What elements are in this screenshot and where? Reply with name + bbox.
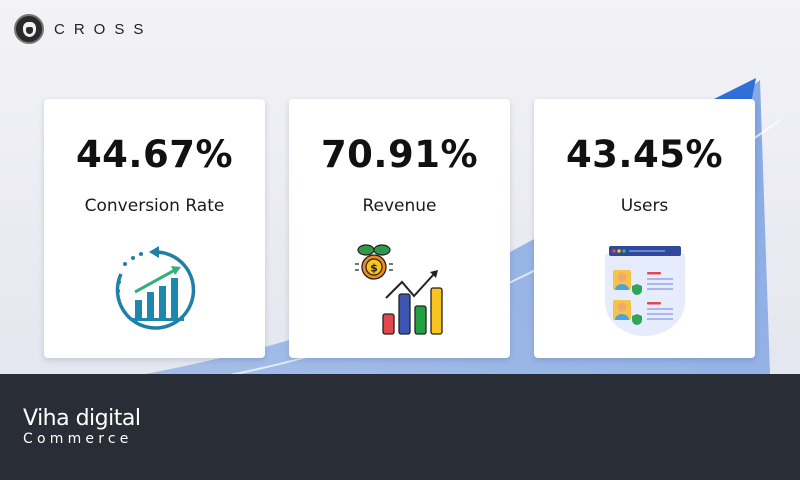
footer-brand-line2: Commerce bbox=[23, 431, 133, 447]
money-plant-bar-chart-icon: $ bbox=[350, 244, 450, 336]
metric-card-revenue: 70.91% Revenue $ bbox=[289, 99, 510, 358]
footer-bar: Viha digital Commerce bbox=[0, 374, 800, 480]
metric-value: 43.45% bbox=[565, 133, 724, 176]
metric-cards: 44.67% Conversion Rate 70.91% R bbox=[44, 99, 755, 358]
footer-brand-line1: Viha digital bbox=[23, 406, 141, 431]
brand-name: CROSS bbox=[54, 20, 153, 38]
verified-user-profiles-icon bbox=[595, 244, 695, 336]
metric-label: Conversion Rate bbox=[84, 196, 225, 216]
metric-card-users: 43.45% Users bbox=[534, 99, 755, 358]
lion-emblem-icon bbox=[14, 14, 44, 44]
brand-logo: CROSS bbox=[14, 12, 152, 46]
svg-text:$: $ bbox=[370, 262, 378, 275]
footer-brand-logo: Viha digital Commerce bbox=[23, 406, 141, 448]
growth-chart-circle-icon bbox=[105, 244, 205, 336]
metric-label: Users bbox=[620, 196, 669, 216]
metric-value: 44.67% bbox=[75, 133, 234, 176]
metric-card-conversion-rate: 44.67% Conversion Rate bbox=[44, 99, 265, 358]
metric-label: Revenue bbox=[362, 196, 437, 216]
metric-value: 70.91% bbox=[320, 133, 479, 176]
